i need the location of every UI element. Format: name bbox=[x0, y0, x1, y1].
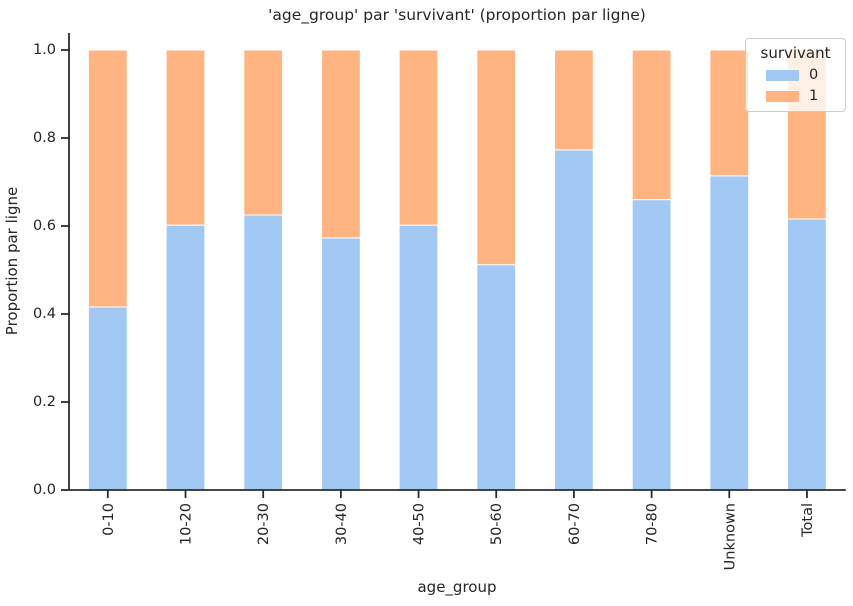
x-tick-label-20-30: 20-30 bbox=[256, 503, 272, 545]
legend-entry-label: 0 bbox=[809, 67, 819, 83]
bar-segment-Unknown-0 bbox=[709, 175, 750, 491]
bar-segment-40-50-0 bbox=[398, 224, 439, 491]
bar-segment-50-60-0 bbox=[476, 264, 517, 491]
y-tick-label: 0.4 bbox=[33, 306, 56, 322]
bar-segment-0-10-0 bbox=[87, 306, 128, 491]
bar-segment-Unknown-1 bbox=[709, 49, 750, 177]
x-tick-label-70-80: 70-80 bbox=[645, 503, 661, 545]
y-tick-label: 0.0 bbox=[33, 482, 56, 498]
x-tick-label-0-10: 0-10 bbox=[101, 503, 117, 536]
y-tick-label: 1.0 bbox=[33, 42, 56, 58]
axes-layer: 0.0 0.2 0.4 0.6 0.8 1.0 0-10 10-20 20-30 30-40 40-… bbox=[33, 33, 846, 570]
legend-title: survivant bbox=[760, 44, 831, 62]
bar-segment-20-30-0 bbox=[243, 214, 284, 491]
y-axis-label: Proportion par ligne bbox=[3, 187, 21, 335]
bar-segment-10-20-0 bbox=[165, 224, 206, 491]
x-tick-label-60-70: 60-70 bbox=[567, 503, 583, 545]
bar-segment-30-40-1 bbox=[321, 49, 361, 239]
legend-swatch-1 bbox=[766, 90, 799, 102]
bar-segment-70-80-0 bbox=[631, 199, 672, 491]
bar-segment-30-40-0 bbox=[321, 237, 361, 491]
x-tick-label-50-60: 50-60 bbox=[489, 503, 505, 545]
bar-segment-20-30-1 bbox=[243, 49, 284, 216]
bar-segment-10-20-1 bbox=[165, 49, 206, 226]
bar-segment-0-10-1 bbox=[87, 49, 128, 308]
legend-entry-1: 1 bbox=[754, 88, 837, 104]
x-tick-label-10-20: 10-20 bbox=[179, 503, 195, 545]
bar-segment-40-50-1 bbox=[398, 49, 439, 226]
x-axis-label: age_group bbox=[417, 578, 496, 597]
legend-entry-label: 1 bbox=[809, 88, 819, 104]
x-tick-label-Total: Total bbox=[800, 503, 816, 538]
bar-segment-50-60-1 bbox=[476, 49, 517, 266]
bar-segment-60-70-1 bbox=[554, 49, 594, 151]
y-tick-label: 0.2 bbox=[33, 394, 56, 410]
bar-segment-Total-0 bbox=[787, 218, 827, 491]
bar-segment-70-80-1 bbox=[631, 49, 672, 201]
x-tick-label-30-40: 30-40 bbox=[334, 503, 350, 545]
legend-swatch-0 bbox=[766, 69, 799, 81]
bar-segment-60-70-0 bbox=[554, 149, 594, 491]
y-tick-label: 0.6 bbox=[33, 218, 56, 234]
x-tick-label-Unknown: Unknown bbox=[722, 503, 738, 570]
y-tick-label: 0.8 bbox=[33, 130, 56, 146]
legend-entry-0: 0 bbox=[754, 67, 837, 83]
x-tick-label-40-50: 40-50 bbox=[412, 503, 428, 545]
chart-title: 'age_group' par 'survivant' (proportion … bbox=[268, 6, 646, 25]
bars-layer bbox=[87, 49, 827, 491]
